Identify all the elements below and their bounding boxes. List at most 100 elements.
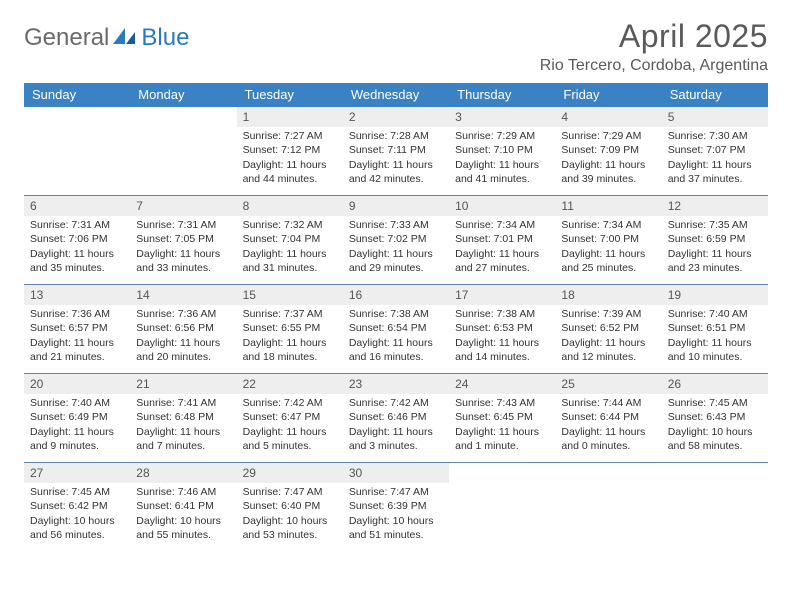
day-number: 11 — [561, 199, 573, 213]
day-header-friday: Friday — [555, 83, 661, 107]
day-number: 18 — [561, 288, 574, 302]
daylight-line: Daylight: 11 hours and 18 minutes. — [243, 336, 337, 364]
sunrise-line: Sunrise: 7:43 AM — [455, 396, 549, 410]
daylight-line: Daylight: 11 hours and 0 minutes. — [561, 425, 655, 453]
daynum-row: 17 — [449, 285, 555, 305]
day-cell: 14Sunrise: 7:36 AMSunset: 6:56 PMDayligh… — [130, 285, 236, 373]
sunrise-line: Sunrise: 7:30 AM — [668, 129, 762, 143]
day-header-sunday: Sunday — [24, 83, 130, 107]
day-number: 15 — [243, 288, 256, 302]
day-number: 23 — [349, 377, 362, 391]
week-row: 13Sunrise: 7:36 AMSunset: 6:57 PMDayligh… — [24, 285, 768, 374]
daynum-row: 19 — [662, 285, 768, 305]
sunrise-line: Sunrise: 7:40 AM — [30, 396, 124, 410]
day-cell — [555, 463, 661, 551]
daylight-line: Daylight: 11 hours and 12 minutes. — [561, 336, 655, 364]
day-cell: 29Sunrise: 7:47 AMSunset: 6:40 PMDayligh… — [237, 463, 343, 551]
day-number: 22 — [243, 377, 256, 391]
sunset-line: Sunset: 6:44 PM — [561, 410, 655, 424]
sunset-line: Sunset: 7:04 PM — [243, 232, 337, 246]
sunset-line: Sunset: 7:02 PM — [349, 232, 443, 246]
daylight-line: Daylight: 11 hours and 10 minutes. — [668, 336, 762, 364]
sunset-line: Sunset: 6:56 PM — [136, 321, 230, 335]
daylight-line: Daylight: 11 hours and 42 minutes. — [349, 158, 443, 186]
sunset-line: Sunset: 7:11 PM — [349, 143, 443, 157]
day-number: 27 — [30, 466, 43, 480]
weeks-container: 1Sunrise: 7:27 AMSunset: 7:12 PMDaylight… — [24, 107, 768, 551]
title-block: April 2025 Rio Tercero, Cordoba, Argenti… — [540, 18, 768, 75]
day-number: 28 — [136, 466, 149, 480]
day-number: 2 — [349, 110, 356, 124]
daylight-line: Daylight: 10 hours and 56 minutes. — [30, 514, 124, 542]
sunrise-line: Sunrise: 7:32 AM — [243, 218, 337, 232]
day-cell: 2Sunrise: 7:28 AMSunset: 7:11 PMDaylight… — [343, 107, 449, 195]
day-cell: 7Sunrise: 7:31 AMSunset: 7:05 PMDaylight… — [130, 196, 236, 284]
day-cell: 16 Sunrise: 7:38 AMSunset: 6:54 PMDayligh… — [343, 285, 449, 373]
day-cell — [130, 107, 236, 195]
day-number: 20 — [30, 377, 43, 391]
daynum-row: 27 — [24, 463, 130, 483]
sunset-line: Sunset: 6:47 PM — [243, 410, 337, 424]
daynum-row: 16 — [343, 285, 449, 305]
day-number: 14 — [136, 288, 149, 302]
day-number: 6 — [30, 199, 37, 213]
day-cell: 26Sunrise: 7:45 AMSunset: 6:43 PMDayligh… — [662, 374, 768, 462]
daynum-row: 28 — [130, 463, 236, 483]
daynum-row: 10 — [449, 196, 555, 216]
sunrise-line: Sunrise: 7:29 AM — [561, 129, 655, 143]
daynum-row: 2 — [343, 107, 449, 127]
day-cell: 9Sunrise: 7:33 AMSunset: 7:02 PMDaylight… — [343, 196, 449, 284]
day-cell: 13Sunrise: 7:36 AMSunset: 6:57 PMDayligh… — [24, 285, 130, 373]
daylight-line: Daylight: 11 hours and 33 minutes. — [136, 247, 230, 275]
sunrise-line: Sunrise: 7:39 AM — [561, 307, 655, 321]
daylight-line: Daylight: 11 hours and 25 minutes. — [561, 247, 655, 275]
sunrise-line: Sunrise: 7:27 AM — [243, 129, 337, 143]
daynum-row: 3 — [449, 107, 555, 127]
daylight-line: Daylight: 11 hours and 39 minutes. — [561, 158, 655, 186]
sunset-line: Sunset: 7:05 PM — [136, 232, 230, 246]
sunset-line: Sunset: 6:54 PM — [349, 321, 443, 335]
daynum-row: 1 — [237, 107, 343, 127]
sunrise-line: Sunrise: 7:38 AM — [349, 307, 443, 321]
sunrise-line: Sunrise: 7:45 AM — [668, 396, 762, 410]
daynum-row: 14 — [130, 285, 236, 305]
daylight-line: Daylight: 10 hours and 55 minutes. — [136, 514, 230, 542]
day-cell: 17Sunrise: 7:38 AMSunset: 6:53 PMDayligh… — [449, 285, 555, 373]
sunrise-line: Sunrise: 7:36 AM — [30, 307, 124, 321]
day-cell: 27Sunrise: 7:45 AMSunset: 6:42 PMDayligh… — [24, 463, 130, 551]
day-cell: 24Sunrise: 7:43 AMSunset: 6:45 PMDayligh… — [449, 374, 555, 462]
day-header-row: Sunday Monday Tuesday Wednesday Thursday… — [24, 83, 768, 107]
daylight-line: Daylight: 11 hours and 16 minutes. — [349, 336, 443, 364]
day-cell: 12Sunrise: 7:35 AMSunset: 6:59 PMDayligh… — [662, 196, 768, 284]
day-number: 16 — [349, 288, 362, 302]
daylight-line: Daylight: 11 hours and 20 minutes. — [136, 336, 230, 364]
sunrise-line: Sunrise: 7:34 AM — [455, 218, 549, 232]
day-cell — [24, 107, 130, 195]
week-row: 27Sunrise: 7:45 AMSunset: 6:42 PMDayligh… — [24, 463, 768, 551]
day-number: 8 — [243, 199, 250, 213]
day-header-thursday: Thursday — [449, 83, 555, 107]
day-header-monday: Monday — [130, 83, 236, 107]
day-header-wednesday: Wednesday — [343, 83, 449, 107]
daynum-row: 8 — [237, 196, 343, 216]
sunrise-line: Sunrise: 7:33 AM — [349, 218, 443, 232]
day-number: 1 — [243, 110, 250, 124]
daylight-line: Daylight: 11 hours and 41 minutes. — [455, 158, 549, 186]
sunset-line: Sunset: 6:48 PM — [136, 410, 230, 424]
sunset-line: Sunset: 6:42 PM — [30, 499, 124, 513]
daylight-line: Daylight: 11 hours and 37 minutes. — [668, 158, 762, 186]
day-number: 24 — [455, 377, 468, 391]
location: Rio Tercero, Cordoba, Argentina — [540, 57, 768, 75]
day-cell: 8Sunrise: 7:32 AMSunset: 7:04 PMDaylight… — [237, 196, 343, 284]
day-cell: 20Sunrise: 7:40 AMSunset: 6:49 PMDayligh… — [24, 374, 130, 462]
sunrise-line: Sunrise: 7:44 AM — [561, 396, 655, 410]
daylight-line: Daylight: 11 hours and 9 minutes. — [30, 425, 124, 453]
day-cell: 22Sunrise: 7:42 AMSunset: 6:47 PMDayligh… — [237, 374, 343, 462]
sunset-line: Sunset: 6:53 PM — [455, 321, 549, 335]
daylight-line: Daylight: 11 hours and 5 minutes. — [243, 425, 337, 453]
page: General Blue April 2025 Rio Tercero, Cor… — [0, 0, 792, 561]
week-row: 1Sunrise: 7:27 AMSunset: 7:12 PMDaylight… — [24, 107, 768, 196]
daylight-line: Daylight: 11 hours and 23 minutes. — [668, 247, 762, 275]
daylight-line: Daylight: 10 hours and 58 minutes. — [668, 425, 762, 453]
day-cell: 10Sunrise: 7:34 AMSunset: 7:01 PMDayligh… — [449, 196, 555, 284]
